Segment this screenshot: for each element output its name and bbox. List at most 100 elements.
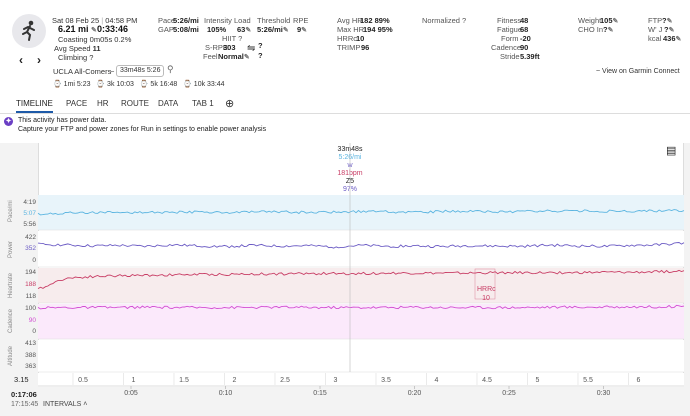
trimp-value: 96: [361, 43, 370, 52]
pace-axis-bot: 5:56: [23, 221, 36, 228]
prev-activity-button[interactable]: ‹: [19, 53, 23, 67]
rpe-value[interactable]: 9✎: [297, 25, 308, 34]
coasting-stat: Coasting 0m05s 0.2%: [58, 35, 132, 44]
fatigue-value: 68: [520, 25, 529, 34]
power-series-line: [37, 242, 685, 249]
load-value[interactable]: 63✎: [237, 25, 252, 34]
tab-pace[interactable]: PACE: [66, 99, 88, 108]
runner-icon: [22, 20, 35, 41]
srpe-value: 303: [223, 43, 236, 52]
cadence-axis-top: 100: [25, 305, 36, 312]
notice-line1: This activity has power data.: [18, 117, 107, 124]
hr-axis-mid: 188: [25, 281, 36, 288]
activity-header: ‹ › Sat 08 Feb 25 | 04:58 PM 6.21 mi ✎ 0…: [0, 0, 690, 92]
tab-route[interactable]: ROUTE: [121, 99, 149, 108]
lap-best-3k[interactable]: ⌚ 3k 10:03: [96, 81, 134, 88]
tab-timeline[interactable]: TIMELINE: [16, 99, 53, 113]
trimp-label: TRIMP: [337, 43, 361, 52]
ftp-value[interactable]: ?✎: [662, 16, 673, 25]
fitness-value: 48: [520, 16, 529, 25]
power-notice: This activity has power data. Capture yo…: [18, 116, 266, 134]
activity-duration: 0:33:46: [97, 24, 129, 34]
feel-value[interactable]: Normal✎: [218, 52, 250, 61]
hiit-label[interactable]: HIIT ?: [222, 34, 243, 43]
distance-tick-label: 6: [637, 377, 641, 384]
hrrc-marker-value: 10: [482, 295, 490, 302]
power-axis-bot: 0: [32, 257, 36, 264]
load-label: Load: [234, 16, 251, 25]
feel-question[interactable]: ?: [258, 51, 263, 60]
kcal-value[interactable]: 436✎: [663, 34, 682, 43]
distance-tick-label: 5: [536, 377, 540, 384]
lap-best-5k[interactable]: ⌚ 5k 16:48: [139, 81, 178, 88]
cho-label: CHO In: [578, 25, 604, 34]
tab-tab1[interactable]: TAB 1: [192, 99, 214, 108]
pace-label: Pace: [158, 16, 176, 25]
distance-tick-label: 0.5: [78, 377, 88, 384]
wj-value[interactable]: ?✎: [664, 25, 675, 34]
wj-label: W' J: [648, 25, 663, 34]
time-tick-label: 0:05: [124, 390, 138, 397]
time-axis-start: 0:17:06: [11, 390, 37, 399]
lap-best-10k[interactable]: ⌚ 10k 33:44: [183, 81, 225, 88]
comment-icon[interactable]: ▤: [666, 145, 677, 157]
add-tab-button[interactable]: ⊕: [225, 98, 235, 110]
activity-tabs: TIMELINE PACE HR ROUTE DATA TAB 1 ⊕: [0, 96, 690, 114]
cho-value[interactable]: ?✎: [603, 25, 614, 34]
watch-icon: ⌚: [53, 81, 62, 88]
next-activity-button[interactable]: ›: [37, 53, 41, 67]
time-tick-label: 0:15: [313, 390, 327, 397]
swap-icon[interactable]: ⇋: [247, 43, 256, 54]
segment-time-pill[interactable]: 33m48s 5:26: [116, 65, 165, 77]
view-garmin-link[interactable]: ~ View on Garmin Connect: [596, 68, 680, 75]
stride-label: Stride: [500, 52, 520, 61]
distance-tick-label: 4.5: [482, 377, 492, 384]
power-axis-mid: 352: [25, 245, 36, 252]
form-value: -20: [520, 34, 531, 43]
hrrc-marker[interactable]: HRRc 10: [477, 285, 496, 303]
watch-icon: ⌚: [96, 81, 106, 88]
distance-axis-bg: [38, 373, 684, 385]
hrrc-label: HRRc: [337, 34, 357, 43]
heartrate-panel-bg: [38, 268, 684, 303]
rpe-label: RPE: [293, 16, 309, 25]
lap-best-1mi[interactable]: ⌚ 1mi 5:23: [53, 81, 91, 88]
time-tick-label: 0:25: [502, 390, 516, 397]
lap-bests: ⌚ 1mi 5:23 ⌚ 3k 10:03 ⌚ 5k 16:48 ⌚ 10k 3…: [53, 80, 225, 88]
avg-hr-value: 182 89%: [360, 16, 390, 25]
tab-data[interactable]: DATA: [158, 99, 179, 108]
activity-type-avatar[interactable]: [12, 14, 46, 48]
tab-hr[interactable]: HR: [97, 99, 109, 108]
distance-tick-label: 5.5: [583, 377, 593, 384]
notice-line2: Capture your FTP and power zones for Run…: [18, 126, 267, 133]
threshold-value[interactable]: 5:26/mi✎: [257, 25, 289, 34]
srpe-question[interactable]: ?: [258, 41, 263, 50]
search-icon[interactable]: ⚲: [167, 64, 174, 74]
pace-axis-top: 4:19: [23, 199, 36, 206]
altitude-axis-top: 413: [25, 340, 36, 347]
weight-value[interactable]: 105✎: [600, 16, 619, 25]
watch-icon: ⌚: [139, 81, 149, 88]
srpe-label: S-RPE: [205, 43, 228, 52]
avg-speed-stat: Avg Speed 11: [54, 44, 101, 53]
pace-axis-mid: 5:07: [23, 210, 36, 217]
gap-label: GAP: [158, 25, 174, 34]
cadence-series-line: [37, 304, 685, 310]
pace-value: 5:26/mi: [173, 16, 199, 25]
cadence-label: Cadence: [491, 43, 522, 52]
chevron-up-icon: ˄: [83, 401, 88, 408]
intervals-toggle[interactable]: INTERVALS ˄: [43, 401, 88, 408]
normalized-label[interactable]: Normalized ?: [422, 16, 467, 25]
distance-tick-label: 3.5: [381, 377, 391, 384]
hrrc-box: [474, 268, 496, 300]
distance-tick-label: 4: [435, 377, 439, 384]
weight-label: Weight: [578, 16, 602, 25]
altitude-panel-bg: [38, 340, 684, 372]
watch-icon: ⌚: [183, 81, 192, 88]
intensity-label: Intensity: [204, 16, 232, 25]
cadence-panel-bg: [38, 304, 684, 339]
time-tick-label: 0:20: [408, 390, 422, 397]
distance-tick-label: 1: [132, 377, 136, 384]
activity-name[interactable]: UCLA All-Comers: [53, 67, 112, 76]
hr-axis-bot: 118: [25, 293, 36, 300]
